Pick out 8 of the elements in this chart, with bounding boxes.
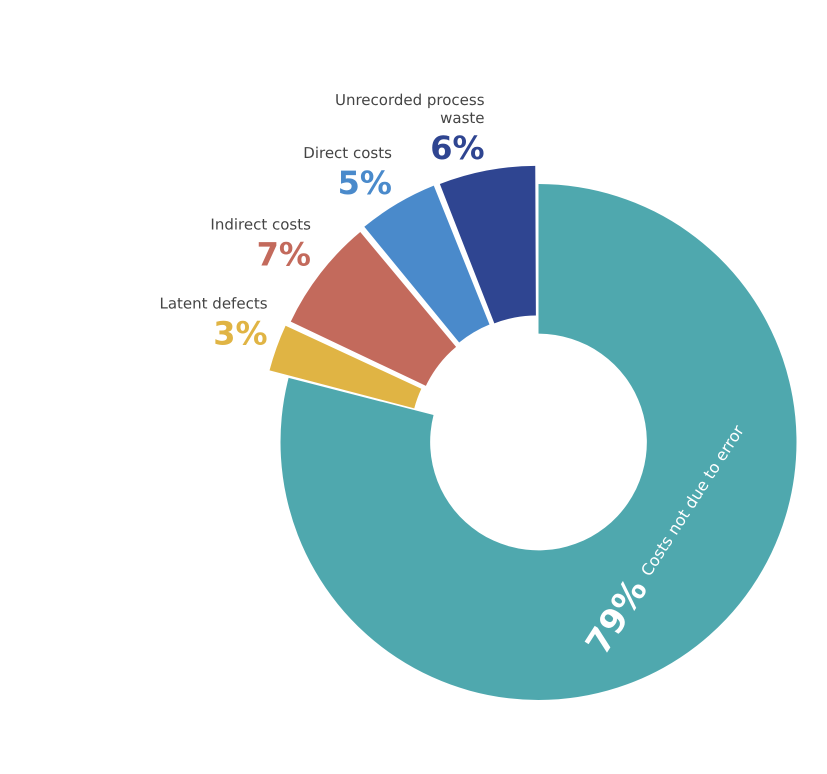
slice-label: Latent defects bbox=[159, 294, 268, 312]
data-label: 6% bbox=[430, 129, 485, 168]
slice-label: Indirect costs bbox=[210, 215, 312, 234]
data-label: 7% bbox=[256, 235, 311, 274]
data-label: 3% bbox=[213, 314, 268, 352]
slice-label: Unrecorded process waste bbox=[334, 91, 485, 128]
slice-label: Direct costs bbox=[303, 144, 392, 162]
data-label: 5% bbox=[338, 164, 392, 202]
